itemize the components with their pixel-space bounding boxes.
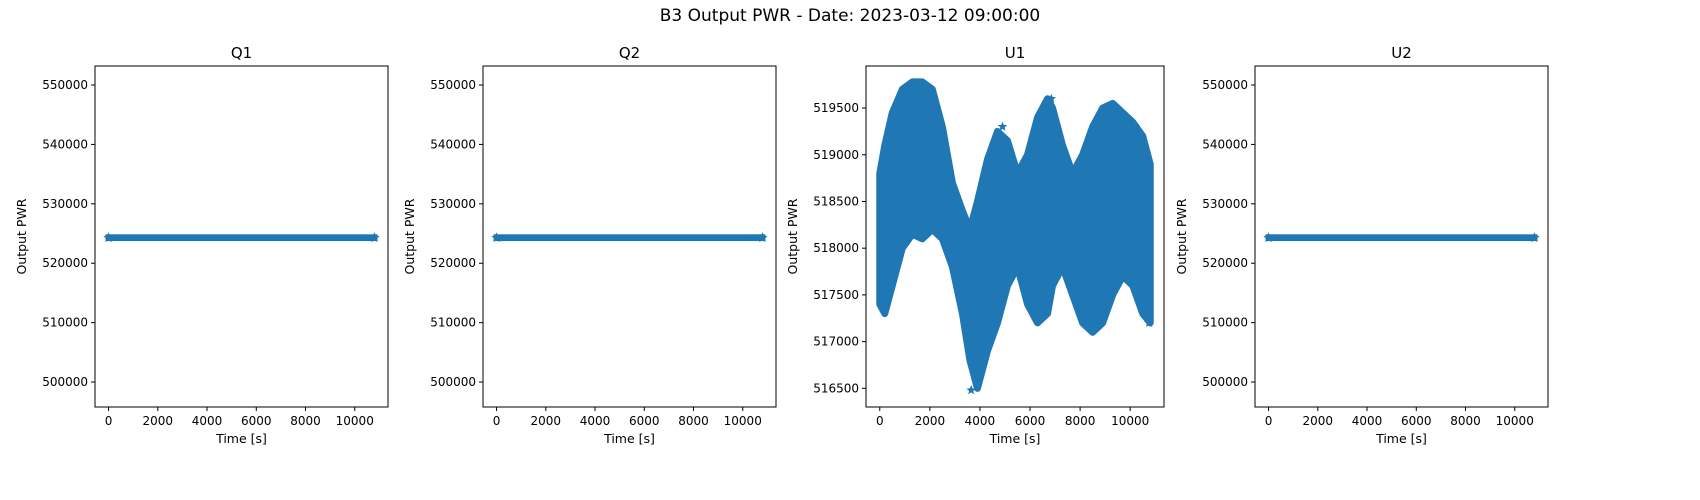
y-tick-label: 530000	[430, 197, 476, 211]
x-tick-label: 8000	[290, 414, 321, 428]
x-tick-label: 10000	[1111, 414, 1149, 428]
y-tick-label: 519000	[813, 148, 859, 162]
y-tick-label: 510000	[42, 316, 88, 330]
y-tick-label: 516500	[813, 381, 859, 395]
x-tick-label: 2000	[531, 414, 562, 428]
x-tick-label: 2000	[1303, 414, 1334, 428]
y-tick-label: 520000	[430, 256, 476, 270]
data-point-3	[1046, 93, 1057, 103]
panel-title: U1	[1005, 44, 1026, 62]
y-tick-label: 550000	[430, 78, 476, 92]
x-tick-label: 4000	[192, 414, 223, 428]
x-axis-label: Time [s]	[989, 431, 1041, 446]
chart-panel-u1: 0 2000 4000 6000 8000 10000 516500 517000 517500…	[785, 44, 1165, 446]
x-tick-label: 4000	[965, 414, 996, 428]
y-axis-label: Output PWR	[785, 198, 800, 274]
axes-frame	[1254, 65, 1549, 408]
y-tick-label: 510000	[430, 316, 476, 330]
x-tick-label: 6000	[241, 414, 272, 428]
y-tick-label: 500000	[1202, 375, 1248, 389]
x-tick-label: 10000	[1496, 414, 1534, 428]
axes-frame	[482, 65, 777, 408]
x-axis-label: Time [s]	[603, 431, 655, 446]
data-point-edge-0	[1263, 232, 1274, 243]
y-tick-label: 500000	[430, 375, 476, 389]
data-point-1	[1144, 317, 1154, 327]
x-tick-label: 4000	[1352, 414, 1383, 428]
y-tick-label: 530000	[1202, 197, 1248, 211]
panel-title: U2	[1391, 44, 1412, 62]
data-band-q2	[493, 234, 766, 242]
x-tick-label: 0	[876, 414, 884, 428]
y-tick-label: 540000	[1202, 137, 1248, 151]
x-tick-label: 8000	[1450, 414, 1481, 428]
data-point-edge-1	[757, 232, 768, 243]
y-tick-label: 517500	[813, 288, 859, 302]
axes-frame	[865, 65, 1165, 408]
x-axis-label: Time [s]	[215, 431, 267, 446]
x-tick-label: 0	[493, 414, 501, 428]
y-axis-label: Output PWR	[1174, 198, 1189, 274]
panel-title: Q2	[619, 44, 640, 62]
x-tick-label: 6000	[1015, 414, 1046, 428]
data-point-edge-1	[1529, 232, 1540, 243]
y-tick-label: 550000	[1202, 78, 1248, 92]
y-tick-label: 520000	[1202, 256, 1248, 270]
x-axis-label: Time [s]	[1375, 431, 1427, 446]
x-tick-label: 10000	[336, 414, 374, 428]
y-tick-label: 550000	[42, 78, 88, 92]
y-tick-label: 520000	[42, 256, 88, 270]
panel-title: Q1	[231, 44, 252, 62]
chart-panel-q1: 0 2000 4000 6000 8000 10000 500000 510000 520000…	[14, 44, 389, 446]
y-tick-label: 540000	[430, 137, 476, 151]
data-point-2	[997, 121, 1008, 131]
x-tick-label: 8000	[1065, 414, 1096, 428]
x-tick-label: 0	[105, 414, 113, 428]
data-envelope-u1	[876, 78, 1154, 392]
y-tick-label: 518500	[813, 194, 859, 208]
x-tick-label: 6000	[629, 414, 660, 428]
x-tick-label: 2000	[143, 414, 174, 428]
y-tick-label: 517000	[813, 335, 859, 349]
data-point-edge-0	[491, 232, 502, 243]
y-tick-label: 510000	[1202, 316, 1248, 330]
chart-panel-q2: 0 2000 4000 6000 8000 10000 500000 510000 520000…	[402, 44, 777, 446]
y-tick-label: 540000	[42, 137, 88, 151]
figure-title: B3 Output PWR - Date: 2023-03-12 09:00:0…	[659, 6, 1041, 26]
data-band-u2	[1265, 234, 1538, 242]
x-tick-label: 4000	[580, 414, 611, 428]
y-tick-label: 530000	[42, 197, 88, 211]
x-tick-label: 10000	[724, 414, 762, 428]
x-tick-label: 2000	[915, 414, 946, 428]
y-tick-label: 518000	[813, 241, 859, 255]
data-point-0	[966, 385, 976, 395]
x-tick-label: 0	[1265, 414, 1273, 428]
chart-panel-u2: 0 2000 4000 6000 8000 10000 500000 510000 520000…	[1174, 44, 1549, 446]
x-tick-label: 6000	[1401, 414, 1432, 428]
data-point-edge-1	[369, 232, 380, 243]
data-band-q1	[105, 234, 378, 242]
y-tick-label: 500000	[42, 375, 88, 389]
data-point-edge-0	[103, 232, 114, 243]
y-tick-label: 519500	[813, 101, 859, 115]
y-axis-label: Output PWR	[402, 198, 417, 274]
axes-frame	[94, 65, 389, 408]
x-tick-label: 8000	[678, 414, 709, 428]
y-axis-label: Output PWR	[14, 198, 29, 274]
